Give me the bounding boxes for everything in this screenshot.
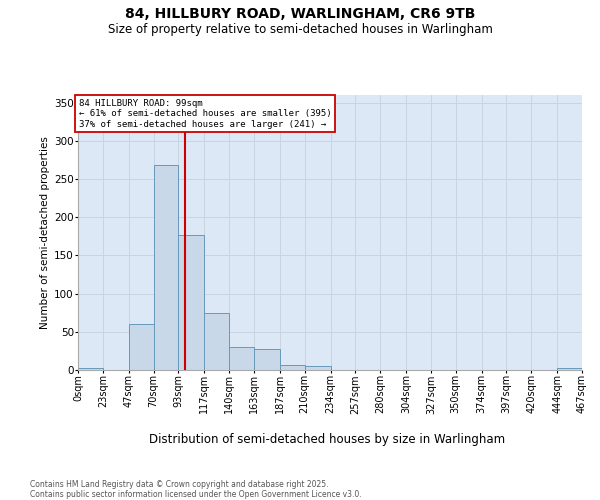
Y-axis label: Number of semi-detached properties: Number of semi-detached properties <box>40 136 50 329</box>
Bar <box>280 366 305 370</box>
Text: 84 HILLBURY ROAD: 99sqm
← 61% of semi-detached houses are smaller (395)
37% of s: 84 HILLBURY ROAD: 99sqm ← 61% of semi-de… <box>79 99 332 128</box>
Bar <box>204 312 229 370</box>
Bar <box>78 368 103 370</box>
Bar <box>129 324 154 370</box>
Bar <box>154 166 178 370</box>
Bar <box>178 235 204 370</box>
Text: Distribution of semi-detached houses by size in Warlingham: Distribution of semi-detached houses by … <box>149 432 505 446</box>
Bar <box>557 368 582 370</box>
Text: Contains HM Land Registry data © Crown copyright and database right 2025.
Contai: Contains HM Land Registry data © Crown c… <box>30 480 362 499</box>
Bar <box>254 348 280 370</box>
Text: Size of property relative to semi-detached houses in Warlingham: Size of property relative to semi-detach… <box>107 22 493 36</box>
Text: 84, HILLBURY ROAD, WARLINGHAM, CR6 9TB: 84, HILLBURY ROAD, WARLINGHAM, CR6 9TB <box>125 8 475 22</box>
Bar <box>305 366 331 370</box>
Bar <box>229 347 254 370</box>
